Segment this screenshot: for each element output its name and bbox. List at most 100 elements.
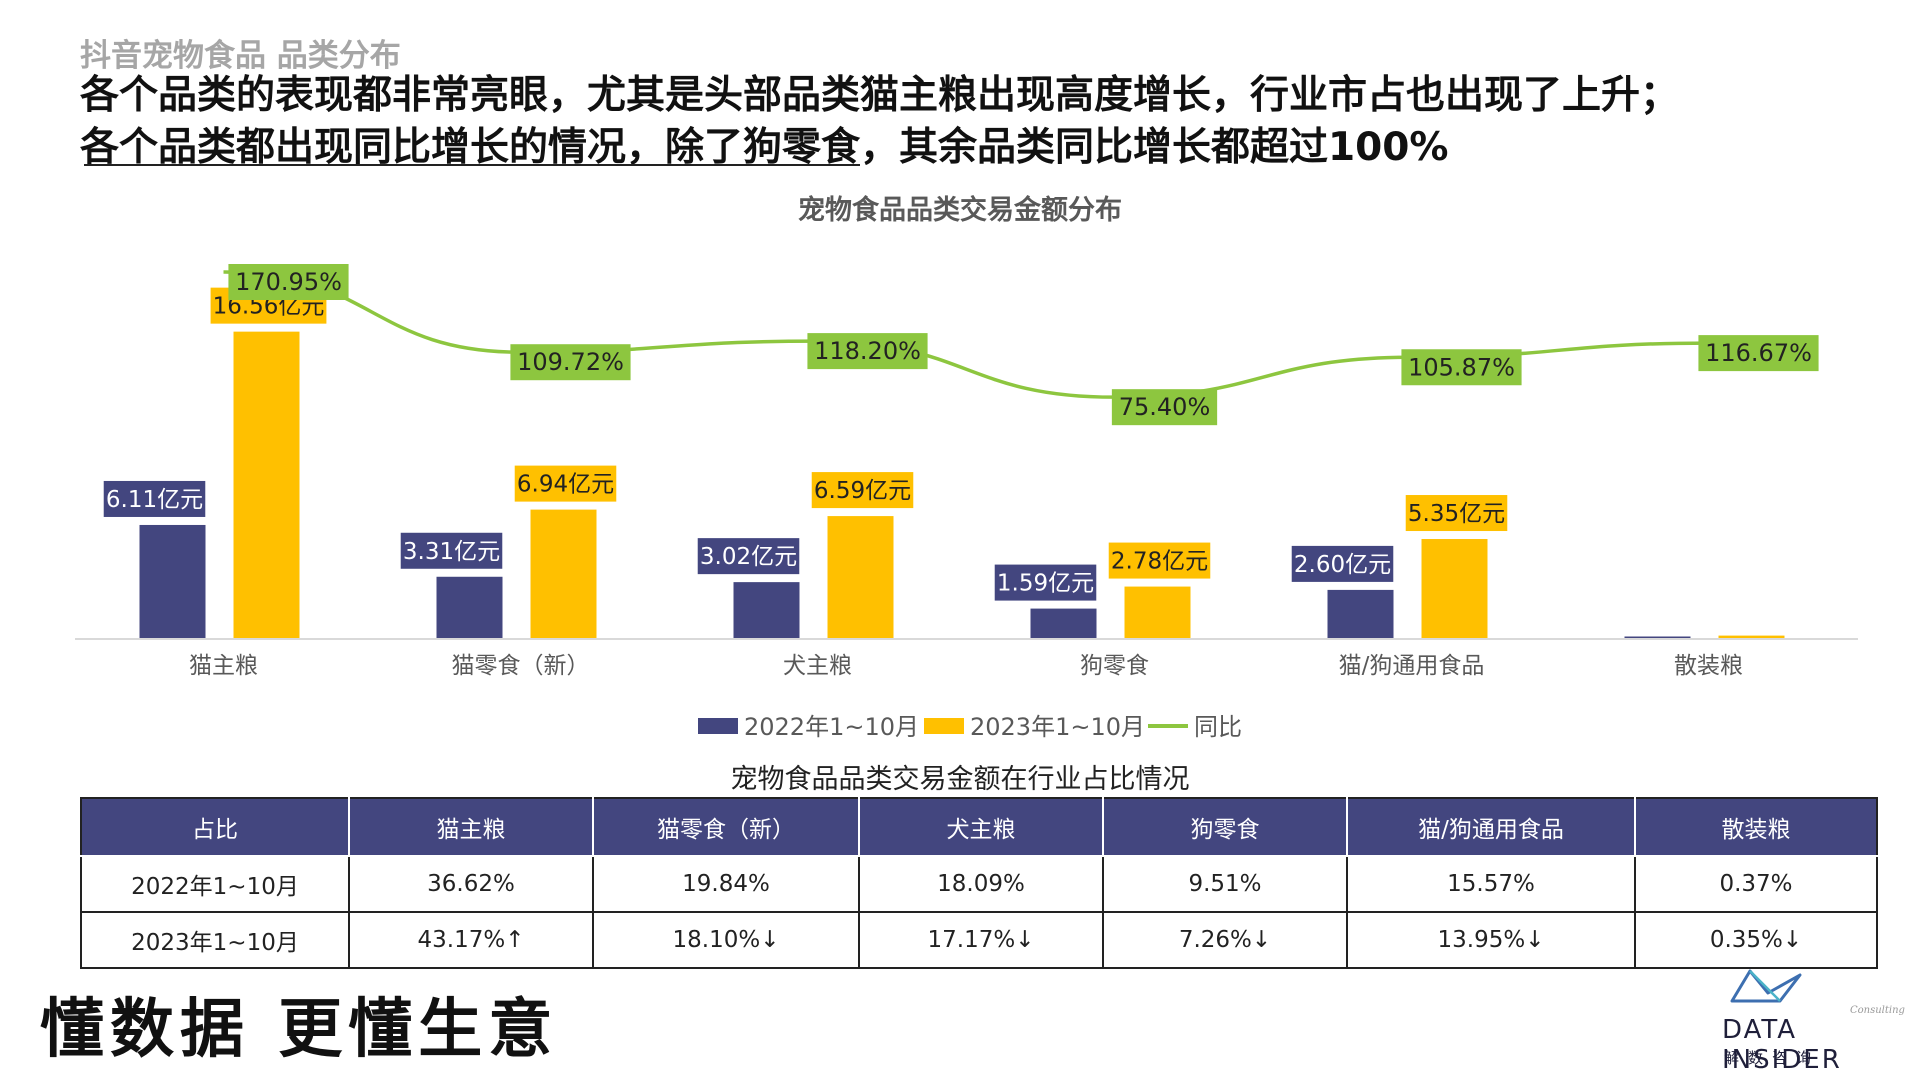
data-label-2022-4: 2.60亿元 (1291, 545, 1394, 582)
data-label-2022-0-text: 6.11亿元 (106, 487, 203, 513)
table-cell: 2022年1~10月 (80, 855, 350, 913)
yoy-label-3-text: 75.40% (1119, 393, 1211, 421)
page-subtitle: 抖音宠物食品 品类分布 (80, 38, 401, 74)
data-label-2022-4-text: 2.60亿元 (1294, 552, 1391, 578)
bar-2023-5 (1718, 635, 1785, 638)
bar-2022-0 (139, 524, 206, 638)
legend-label-yoy: 同比 (1194, 713, 1242, 741)
yoy-label-3: 75.40% (1111, 389, 1218, 426)
x-tick-label-1: 猫零食（新） (452, 653, 590, 679)
slogan: 懂数据 更懂生意 (40, 993, 559, 1067)
data-label-2023-4-text: 5.35亿元 (1408, 501, 1505, 527)
table-cell: 2023年1~10月 (80, 911, 350, 969)
table-title: 宠物食品品类交易金额在行业占比情况 (730, 764, 1190, 795)
bar-2022-5 (1624, 636, 1691, 638)
table-header-row: 占比 猫主粮 猫零食（新） 犬主粮 狗零食 猫/狗通用食品 散装粮 (80, 797, 1878, 857)
header-cell: 散装粮 (1634, 797, 1878, 857)
data-label-2023-4: 5.35亿元 (1405, 495, 1508, 532)
legend-label-2023: 2023年1~10月 (970, 713, 1145, 741)
yoy-label-0-text: 170.95% (235, 268, 342, 296)
headline-line-2: 各个品类都出现同比增长的情况，除了狗零食，其余品类同比增长都超过100% (80, 125, 1449, 170)
yoy-label-4-bg (1401, 349, 1522, 386)
table-cell: 36.62% (348, 855, 594, 913)
data-label-2023-3-bg (1108, 542, 1211, 579)
data-label-2022-2: 3.02亿元 (697, 538, 800, 575)
header-cell: 狗零食 (1102, 797, 1348, 857)
yoy-label-5: 116.67% (1698, 335, 1819, 372)
yoy-label-1: 109.72% (510, 344, 631, 381)
table-cell: 13.95%↓ (1346, 911, 1636, 969)
data-label-2022-0-bg (103, 480, 206, 517)
data-label-2023-3-text: 2.78亿元 (1111, 549, 1208, 575)
chart-title: 宠物食品品类交易金额分布 (798, 195, 1122, 226)
data-label-2022-3-bg (994, 564, 1097, 601)
data-label-2023-1-text: 6.94亿元 (517, 472, 614, 498)
yoy-label-3-bg (1111, 389, 1218, 426)
data-label-2022-3: 1.59亿元 (994, 564, 1097, 601)
bar-2023-2 (827, 516, 894, 638)
data-label-2023-3: 2.78亿元 (1108, 542, 1211, 579)
data-label-2022-1-bg (400, 532, 503, 569)
bar-2023-0 (233, 331, 300, 638)
data-label-2023-4-bg (1405, 495, 1508, 532)
yoy-label-2-bg (807, 333, 928, 370)
bar-2022-2 (733, 582, 800, 638)
header-cell: 猫/狗通用食品 (1346, 797, 1636, 857)
headline-line-1: 各个品类的表现都非常亮眼，尤其是头部品类猫主粮出现高度增长，行业市占也出现了上升… (80, 73, 1680, 118)
data-label-2023-1-bg (514, 465, 617, 502)
bar-2023-3 (1124, 586, 1191, 638)
header-cell: 占比 (80, 797, 350, 857)
logo-name: DATA INSIDER (1722, 1015, 1842, 1075)
table-cell: 18.09% (858, 855, 1104, 913)
bar-2022-3 (1030, 608, 1097, 638)
yoy-label-1-text: 109.72% (517, 348, 624, 376)
table-cell: 0.35%↓ (1634, 911, 1878, 969)
legend-label-2022: 2022年1~10月 (744, 713, 919, 741)
yoy-label-4: 105.87% (1401, 349, 1522, 386)
data-label-2023-2-text: 6.59亿元 (814, 478, 911, 504)
table-cell: 0.37% (1634, 855, 1878, 913)
bar-2022-1 (436, 576, 503, 638)
yoy-label-1-bg (510, 344, 631, 381)
table-cell: 18.10%↓ (592, 911, 860, 969)
table-cell: 43.17%↑ (348, 911, 594, 969)
legend-swatch-2022 (698, 718, 738, 734)
headline-underline (84, 164, 860, 166)
yoy-label-5-text: 116.67% (1705, 339, 1812, 367)
data-label-2022-4-bg (1291, 545, 1394, 582)
table-cell: 9.51% (1102, 855, 1348, 913)
bar-2023-1 (530, 509, 597, 638)
bar-2022-4 (1327, 589, 1394, 638)
x-tick-label-3: 狗零食 (1080, 653, 1149, 679)
data-label-2022-1: 3.31亿元 (400, 532, 503, 569)
data-label-2022-0: 6.11亿元 (103, 480, 206, 517)
yoy-label-0: 170.95% (228, 264, 349, 300)
table-cell: 15.57% (1346, 855, 1636, 913)
data-insider-logo: Consulting DATA INSIDER 解数咨询 (1718, 965, 1908, 1075)
yoy-label-0-bg (228, 264, 349, 300)
x-tick-label-5: 散装粮 (1674, 653, 1743, 679)
data-label-2022-2-text: 3.02亿元 (700, 544, 797, 570)
table-row: 2023年1~10月 43.17%↑ 18.10%↓ 17.17%↓ 7.26%… (80, 911, 1878, 969)
data-label-2022-1-text: 3.31亿元 (403, 539, 500, 565)
yoy-label-4-text: 105.87% (1408, 353, 1515, 381)
x-tick-label-2: 犬主粮 (783, 653, 852, 679)
yoy-label-2-text: 118.20% (814, 337, 921, 365)
category-sales-chart: 6.11亿元16.56亿元猫主粮3.31亿元6.94亿元猫零食（新）3.02亿元… (75, 264, 1858, 741)
data-label-2023-2-bg (811, 472, 914, 509)
logo-mark-icon (1730, 969, 1802, 1003)
table-cell: 7.26%↓ (1102, 911, 1348, 969)
table-cell: 19.84% (592, 855, 860, 913)
data-label-2022-2-bg (697, 538, 800, 575)
bar-2023-4 (1421, 539, 1488, 638)
header-cell: 猫零食（新） (592, 797, 860, 857)
x-tick-label-4: 猫/狗通用食品 (1339, 653, 1485, 679)
yoy-label-2: 118.20% (807, 333, 928, 370)
data-label-2023-1: 6.94亿元 (514, 465, 617, 502)
logo-consulting-text: Consulting (1850, 1005, 1905, 1016)
logo-cn-name: 解数咨询 (1724, 1049, 1821, 1067)
data-label-2022-3-text: 1.59亿元 (997, 571, 1094, 597)
headline: 各个品类的表现都非常亮眼，尤其是头部品类猫主粮出现高度增长，行业市占也出现了上升… (80, 70, 1679, 174)
table-cell: 17.17%↓ (858, 911, 1104, 969)
x-tick-label-0: 猫主粮 (189, 653, 258, 679)
